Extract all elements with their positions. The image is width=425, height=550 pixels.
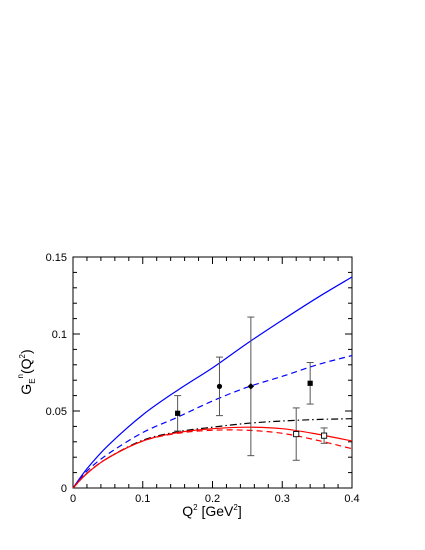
y-tick-label: 0 bbox=[61, 483, 67, 495]
y-tick-label: 0.05 bbox=[46, 406, 67, 418]
data-point-4 bbox=[306, 361, 314, 405]
marker-open-square bbox=[321, 432, 328, 439]
marker-filled-square bbox=[175, 410, 181, 416]
marker-filled-square bbox=[307, 380, 313, 386]
curve-4-solid bbox=[72, 426, 353, 489]
marker-filled-circle bbox=[216, 383, 223, 389]
data-point-1 bbox=[174, 395, 182, 432]
axis-ticks bbox=[72, 256, 353, 489]
data-points bbox=[174, 316, 328, 461]
x-tick-label: 0.4 bbox=[344, 493, 359, 505]
marker-filled-diamond bbox=[247, 383, 255, 390]
x-axis-title: Q2 [GeV2] bbox=[182, 503, 241, 519]
x-tick-label: 0.1 bbox=[135, 493, 150, 505]
data-point-3 bbox=[247, 316, 255, 457]
x-tick-label: 0.3 bbox=[275, 493, 290, 505]
curve-2-dashed bbox=[72, 354, 353, 489]
curve-5-dashed bbox=[72, 429, 353, 489]
y-axis-title: GEn(Q2) bbox=[16, 349, 37, 394]
data-point-6 bbox=[320, 427, 328, 444]
y-tick-label: 0.15 bbox=[46, 252, 67, 264]
y-tick-label: 0.1 bbox=[52, 329, 67, 341]
data-point-5 bbox=[292, 407, 300, 461]
x-tick-label: 0 bbox=[70, 493, 76, 505]
data-point-2 bbox=[215, 356, 223, 417]
marker-open-square bbox=[293, 431, 300, 438]
curves bbox=[72, 276, 353, 489]
curve-1-solid bbox=[72, 276, 353, 489]
x-tick-label: 0.2 bbox=[205, 493, 220, 505]
axis-tick-labels: 0 0.1 0.2 0.3 0.4 0 0.05 0.1 0.15 bbox=[46, 252, 360, 505]
